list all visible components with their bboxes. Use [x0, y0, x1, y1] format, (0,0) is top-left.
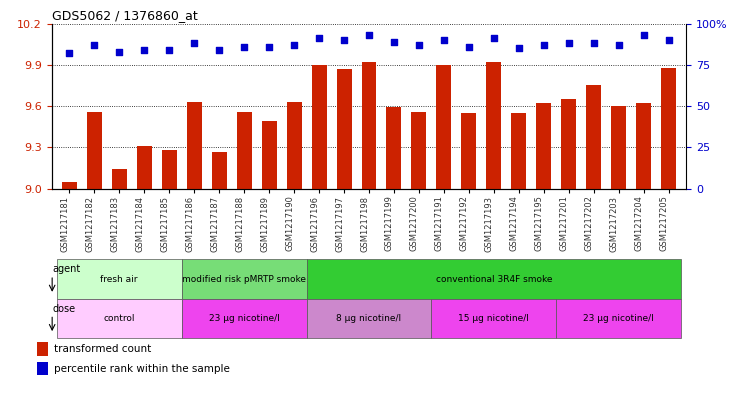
Point [388, 39, 400, 45]
Text: 23 μg nicotine/l: 23 μg nicotine/l [584, 314, 655, 323]
Bar [387, 107, 401, 189]
Bar [182, 299, 306, 338]
Bar [461, 113, 477, 189]
Bar [661, 68, 676, 189]
Text: 8 μg nicotine/l: 8 μg nicotine/l [337, 314, 401, 323]
Bar [311, 65, 326, 189]
Bar [432, 299, 556, 338]
Text: agent: agent [52, 264, 80, 274]
Point [613, 42, 625, 48]
Bar [362, 62, 376, 189]
Point [288, 42, 300, 48]
Bar [57, 299, 182, 338]
Point [513, 45, 525, 51]
Bar [237, 112, 252, 189]
Bar [436, 65, 452, 189]
Point [563, 40, 575, 46]
Point [438, 37, 450, 43]
Bar [337, 69, 351, 189]
Point [313, 35, 325, 42]
Point [89, 42, 100, 48]
Point [338, 37, 350, 43]
Bar [556, 299, 681, 338]
Point [488, 35, 500, 42]
Text: percentile rank within the sample: percentile rank within the sample [54, 364, 230, 374]
Point [588, 40, 600, 46]
Bar [511, 113, 526, 189]
Point [63, 50, 75, 57]
Bar [286, 102, 302, 189]
Bar [37, 362, 48, 375]
Bar [62, 182, 77, 189]
Bar [261, 121, 277, 189]
Text: transformed count: transformed count [54, 344, 151, 354]
Bar [86, 112, 102, 189]
Text: modified risk pMRTP smoke: modified risk pMRTP smoke [182, 275, 306, 283]
Bar [636, 103, 652, 189]
Point [113, 48, 125, 55]
Bar [306, 299, 432, 338]
Point [213, 47, 225, 53]
Text: 15 μg nicotine/l: 15 μg nicotine/l [458, 314, 529, 323]
Point [638, 32, 649, 38]
Point [663, 37, 675, 43]
Bar [412, 112, 427, 189]
Bar [212, 151, 227, 189]
Text: GDS5062 / 1376860_at: GDS5062 / 1376860_at [52, 9, 197, 22]
Text: conventional 3R4F smoke: conventional 3R4F smoke [435, 275, 552, 283]
Bar [306, 259, 681, 299]
Bar [562, 99, 576, 189]
Bar [111, 169, 127, 189]
Point [363, 32, 375, 38]
Bar [187, 102, 201, 189]
Point [238, 44, 250, 50]
Point [413, 42, 425, 48]
Point [163, 47, 175, 53]
Point [138, 47, 150, 53]
Bar [57, 259, 182, 299]
Point [188, 40, 200, 46]
Bar [182, 259, 306, 299]
Text: control: control [103, 314, 135, 323]
Point [463, 44, 475, 50]
Text: dose: dose [52, 303, 75, 314]
Point [263, 44, 275, 50]
Bar [611, 106, 627, 189]
Point [538, 42, 550, 48]
Bar [162, 150, 176, 189]
Bar [587, 85, 601, 189]
Bar [37, 342, 48, 356]
Bar [537, 103, 551, 189]
Bar [137, 146, 151, 189]
Text: fresh air: fresh air [100, 275, 138, 283]
Text: 23 μg nicotine/l: 23 μg nicotine/l [209, 314, 280, 323]
Bar [486, 62, 501, 189]
